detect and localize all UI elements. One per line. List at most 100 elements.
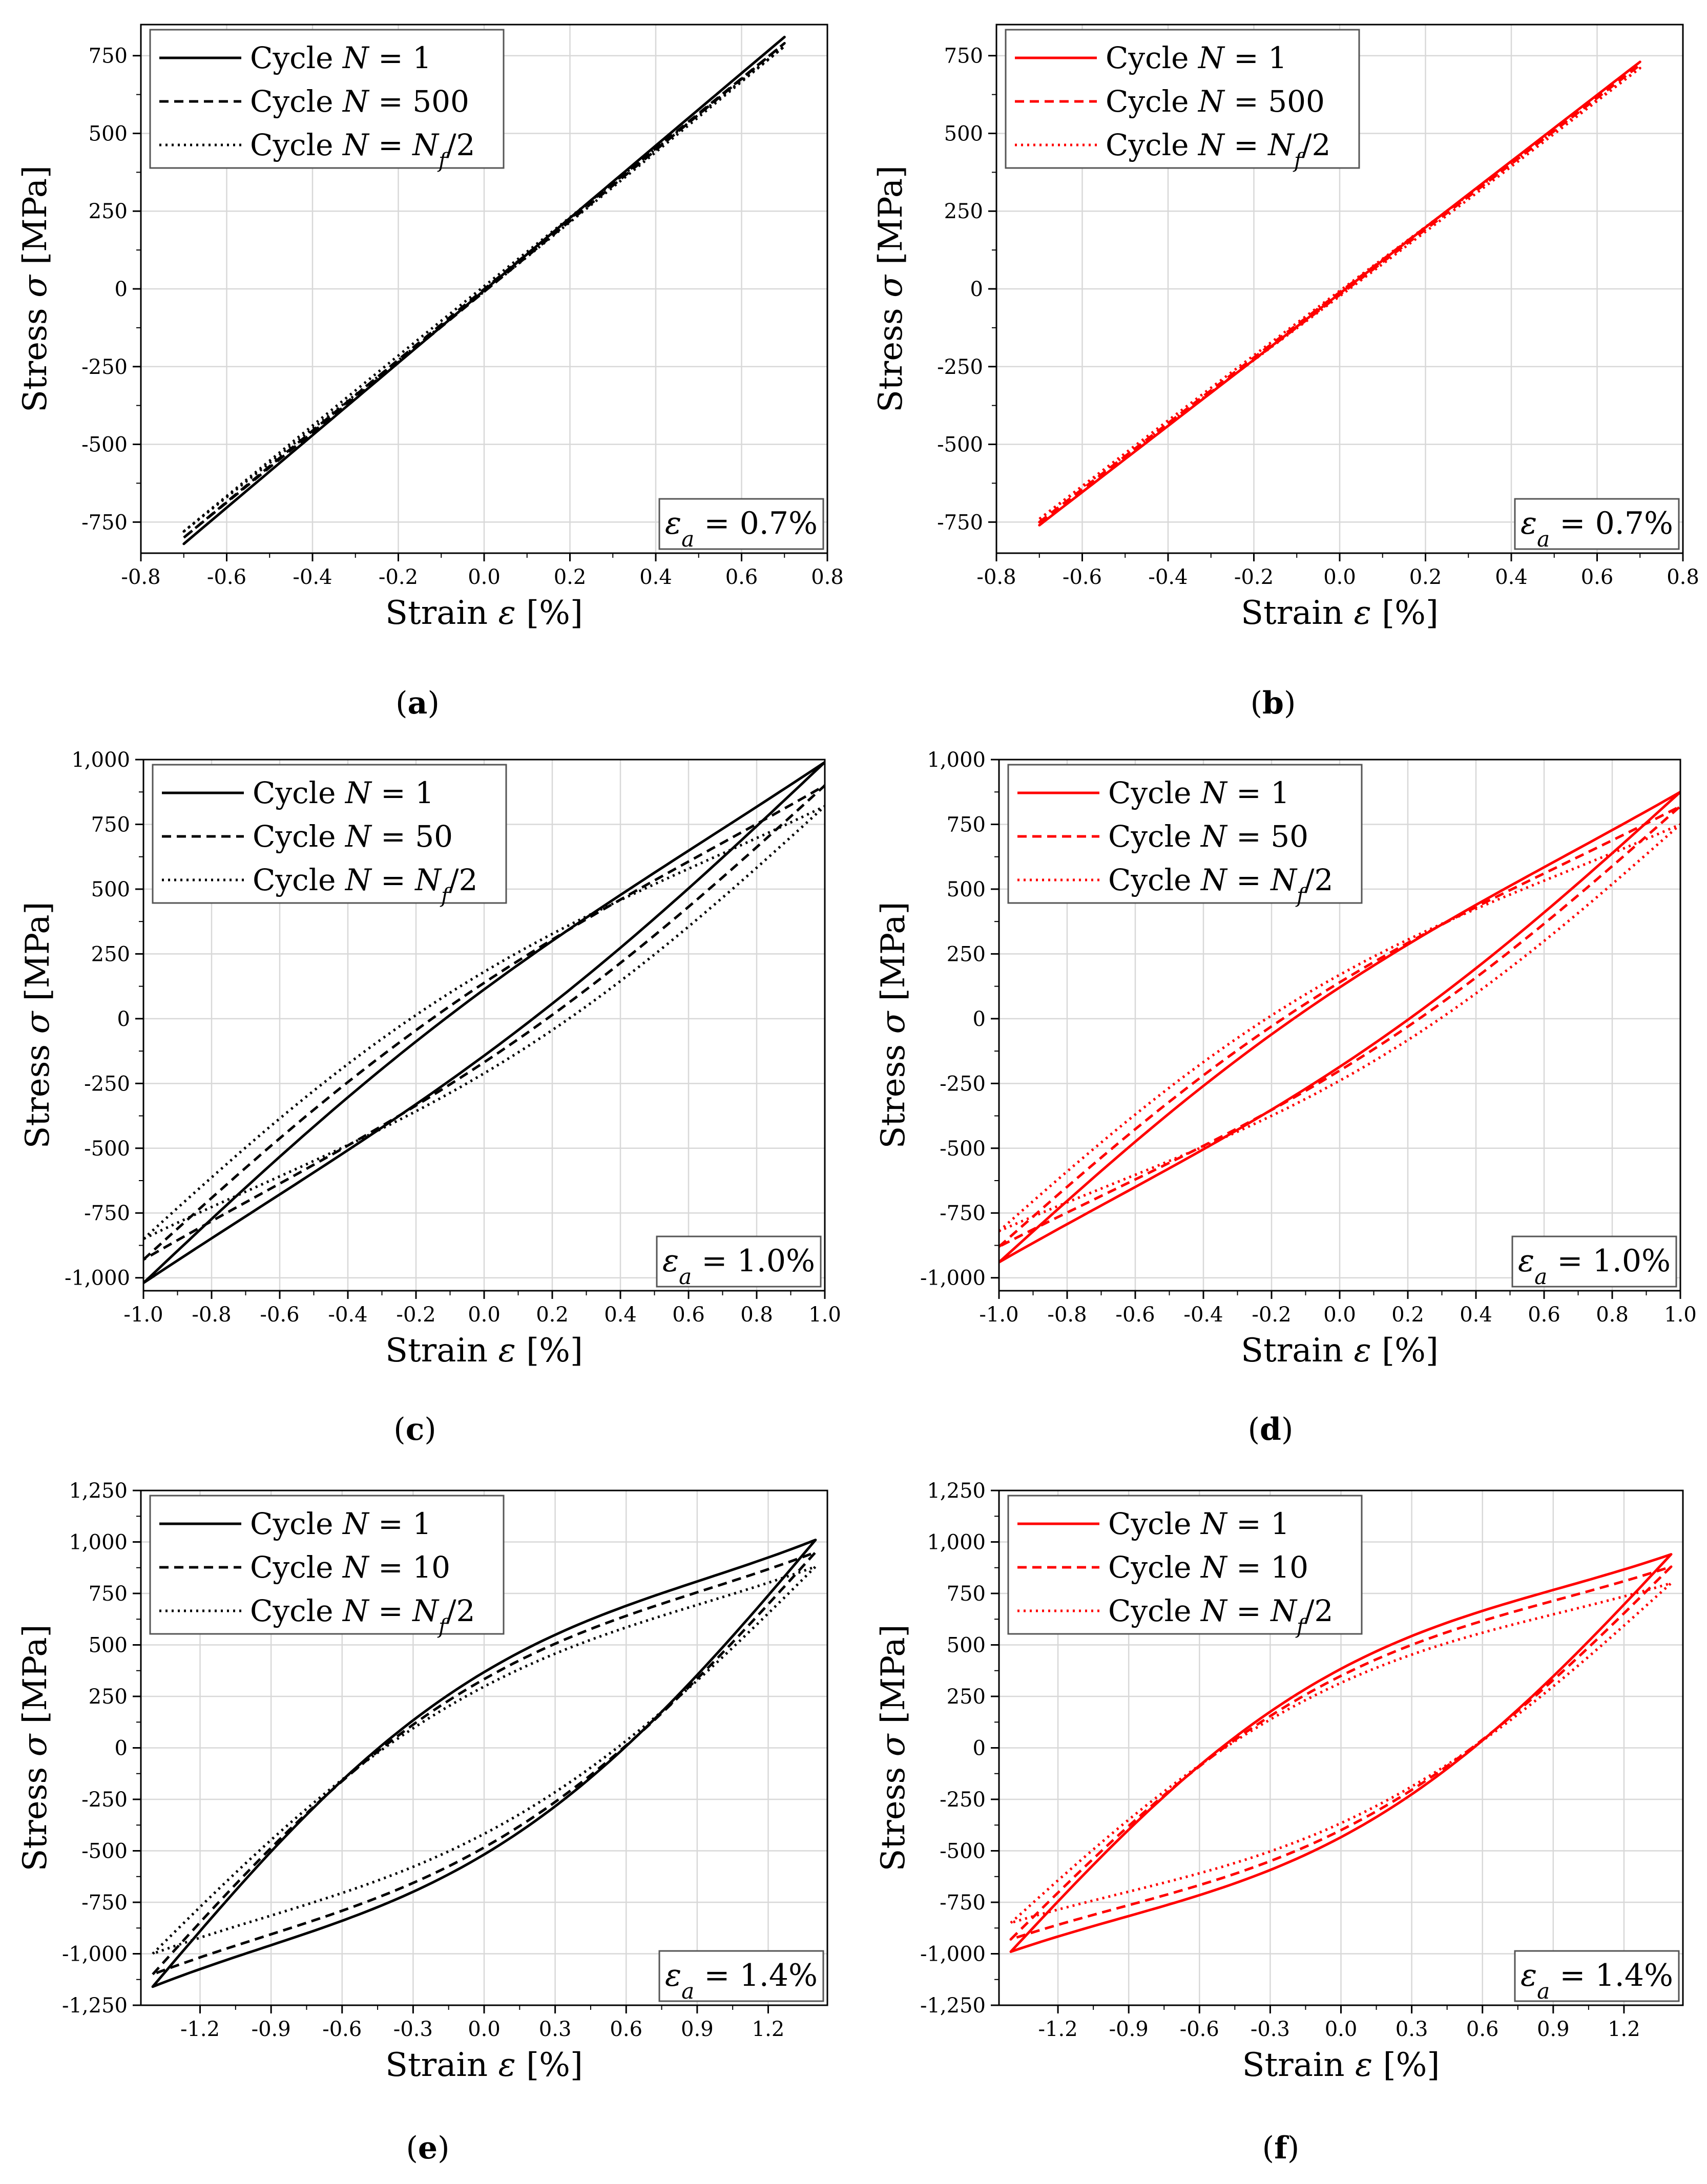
x-tick-label: -0.9 xyxy=(252,2018,291,2041)
legend-entry: Cycle N = Nf/2 xyxy=(253,863,477,908)
y-tick-label: 250 xyxy=(944,200,983,223)
y-tick-label: 0 xyxy=(115,278,128,301)
x-tick-label: 0.6 xyxy=(672,1303,705,1327)
y-tick-label: 500 xyxy=(89,122,128,145)
amplitude-box xyxy=(1514,498,1680,550)
legend-entry: Cycle N = 1 xyxy=(253,775,434,810)
y-tick-label: 750 xyxy=(947,1582,986,1606)
amplitude-box xyxy=(656,1235,822,1288)
x-tick-label: 0.8 xyxy=(811,565,844,589)
amplitude-box xyxy=(658,498,824,550)
legend: Cycle N = 1 Cycle N = 500 Cycle N = Nf/2 xyxy=(1005,29,1360,173)
x-tick-label: 0.6 xyxy=(610,2018,642,2041)
x-tick-label: -0.2 xyxy=(396,1303,435,1327)
y-tick-label: -750 xyxy=(84,1202,130,1225)
x-tick-label: 0.0 xyxy=(468,1303,501,1327)
panel-caption: (c) xyxy=(393,1412,436,1447)
legend-entry: Cycle N = 1 xyxy=(1108,1506,1289,1541)
x-axis-label: Strain ε [%] xyxy=(385,594,583,632)
x-tick-label: 0.4 xyxy=(1495,565,1528,589)
amplitude-label: εa = 1.4% xyxy=(665,1958,818,2004)
panel-caption: (f) xyxy=(1262,2130,1300,2166)
series-line xyxy=(1038,60,1641,527)
y-axis-label: Stress σ [MPa] xyxy=(875,1625,912,1872)
y-tick-label: 500 xyxy=(947,878,986,901)
panel-d: -1.0 -0.8 -0.6 -0.4 -0.2 0.0 0.2 0.4 0.6 0.8 1.0 -1… xyxy=(875,748,1697,1447)
x-tick-label: -1.0 xyxy=(979,1303,1018,1327)
x-tick-label: -0.8 xyxy=(1047,1303,1087,1327)
legend-entry: Cycle N = 1 xyxy=(250,1506,431,1541)
x-tick-label: 1.2 xyxy=(1608,2018,1640,2041)
x-tick-label: -0.2 xyxy=(1252,1303,1291,1327)
panel-c: -1.0 -0.8 -0.6 -0.4 -0.2 0.0 0.2 0.4 0.6 0.8 1.0 -1… xyxy=(19,748,841,1447)
legend-entry: Cycle N = 50 xyxy=(253,819,453,854)
x-tick-label: -0.3 xyxy=(393,2018,433,2041)
x-tick-label: 0.4 xyxy=(604,1303,637,1327)
x-tick-label: 0.0 xyxy=(1325,2018,1358,2041)
x-tick-label: 0.9 xyxy=(1537,2018,1570,2041)
y-axis-label: Stress σ [MPa] xyxy=(19,902,57,1149)
x-tick-label: -1.2 xyxy=(180,2018,220,2041)
legend-entry: Cycle N = Nf/2 xyxy=(1106,128,1330,173)
y-tick-label: -500 xyxy=(940,1840,986,1863)
legend-entry: Cycle N = 1 xyxy=(250,40,431,75)
x-tick-label: -0.9 xyxy=(1109,2018,1149,2041)
x-tick-label: -0.6 xyxy=(207,565,246,589)
y-tick-label: -750 xyxy=(937,511,983,534)
x-axis-label: Strain ε [%] xyxy=(1241,1332,1439,1370)
y-tick-label: -750 xyxy=(81,1891,128,1915)
amplitude-label: εa = 1.0% xyxy=(1518,1243,1671,1289)
y-tick-label: 250 xyxy=(89,1685,128,1709)
y-tick-label: 1,250 xyxy=(927,1479,986,1503)
x-tick-label: -0.8 xyxy=(976,565,1016,589)
y-tick-label: -250 xyxy=(81,1788,128,1812)
legend-entry: Cycle N = 10 xyxy=(1108,1550,1308,1585)
y-tick-label: -750 xyxy=(940,1202,986,1225)
y-tick-label: 0 xyxy=(115,1737,128,1760)
amplitude-box xyxy=(658,1950,824,2002)
x-tick-label: 1.2 xyxy=(752,2018,785,2041)
series-line xyxy=(1009,1565,1673,1941)
x-tick-label: 0.6 xyxy=(1528,1303,1560,1327)
y-tick-label: 0 xyxy=(973,1737,986,1760)
x-tick-label: -0.8 xyxy=(192,1303,231,1327)
legend-entry: Cycle N = 500 xyxy=(1106,84,1325,119)
legend-entry: Cycle N = Nf/2 xyxy=(250,128,475,173)
legend-entry: Cycle N = Nf/2 xyxy=(250,1593,475,1639)
series-line xyxy=(1038,67,1641,520)
y-axis-label: Stress σ [MPa] xyxy=(875,902,912,1149)
y-tick-label: 250 xyxy=(91,942,130,966)
y-axis-label: Stress σ [MPa] xyxy=(16,1625,54,1872)
y-tick-label: -1,250 xyxy=(62,1994,128,2018)
x-axis-label: Strain ε [%] xyxy=(1241,594,1439,632)
x-tick-label: -0.3 xyxy=(1251,2018,1290,2041)
series-line xyxy=(999,823,1680,1233)
series-line xyxy=(182,41,786,539)
y-tick-label: 1,250 xyxy=(69,1479,128,1503)
x-axis-label: Strain ε [%] xyxy=(385,2046,583,2084)
x-tick-label: 0.8 xyxy=(1667,565,1699,589)
y-axis-label: Stress σ [MPa] xyxy=(872,165,910,412)
y-tick-label: 1,000 xyxy=(927,748,986,772)
y-tick-label: -250 xyxy=(84,1072,130,1096)
y-tick-label: -1,000 xyxy=(65,1267,130,1290)
y-tick-label: -500 xyxy=(81,433,128,457)
amplitude-label: εa = 1.4% xyxy=(1521,1958,1673,2004)
y-tick-label: -250 xyxy=(940,1072,986,1096)
y-tick-label: -1,250 xyxy=(920,1994,986,2018)
y-tick-label: -1,000 xyxy=(920,1267,986,1290)
x-tick-label: 0.3 xyxy=(539,2018,572,2041)
y-tick-label: 1,000 xyxy=(927,1531,986,1555)
y-tick-label: 500 xyxy=(947,1634,986,1657)
legend: Cycle N = 1 Cycle N = 10 Cycle N = Nf/2 xyxy=(149,1495,505,1639)
amplitude-box xyxy=(1511,1235,1677,1288)
x-tick-label: -0.4 xyxy=(293,565,332,589)
x-tick-label: 0.6 xyxy=(725,565,758,589)
legend-entry: Cycle N = 10 xyxy=(250,1550,450,1585)
legend-entry: Cycle N = 1 xyxy=(1108,775,1289,810)
y-tick-label: -250 xyxy=(937,355,983,379)
x-tick-label: 0.3 xyxy=(1396,2018,1428,2041)
y-tick-label: -500 xyxy=(937,433,983,457)
y-tick-label: 250 xyxy=(947,942,986,966)
x-tick-label: -0.6 xyxy=(1115,1303,1155,1327)
